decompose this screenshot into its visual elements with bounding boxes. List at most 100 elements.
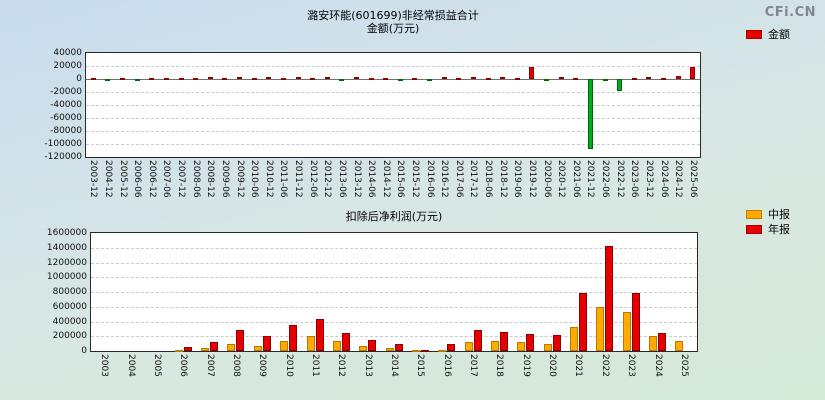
x-axis-tick-label: 2003 (99, 354, 110, 377)
x-axis-tick-label: 2016-06 (424, 160, 435, 198)
gridline (86, 131, 700, 132)
y-axis-tick-label: 1600000 (46, 228, 87, 238)
profit-bar-0 (649, 336, 657, 352)
x-axis-tick-label: 2010-06 (249, 160, 260, 198)
x-axis-tick-label: 2022-12 (614, 160, 625, 198)
profit-bar-0 (622, 311, 631, 351)
nonrecurring-gains-chart-plot: -120000 -100000 -80000 -60000 -40000 -20000 0 2… (44, 48, 701, 198)
amount-bar (617, 79, 623, 91)
y-axis-tick-label: 0 (76, 74, 82, 84)
gridline (91, 336, 697, 338)
amount-bar (368, 78, 374, 80)
amount-bar (193, 78, 199, 80)
amount-bar (661, 78, 666, 80)
amount-bar (339, 79, 345, 81)
x-axis-tick-label: 2003-12 (88, 160, 99, 198)
amount-bar (207, 77, 213, 80)
y-axis-tick-label: -120000 (44, 152, 82, 162)
amount-bar (427, 79, 432, 81)
annual-legend-label: 年报 (768, 223, 790, 236)
gridline (91, 277, 697, 279)
amount-bar (120, 78, 125, 80)
interim-legend-label: 中报 (768, 208, 790, 221)
profit-bar-1 (499, 331, 508, 351)
y-axis-tick-label: 0 (81, 346, 87, 356)
profit-bar-1 (526, 334, 535, 351)
amount-bar (280, 78, 286, 80)
x-axis-tick-label: 2015 (415, 354, 426, 377)
x-axis-tick-label: 2023-06 (629, 160, 640, 198)
amount-bar (456, 78, 462, 80)
x-axis-tick-label: 2022 (599, 354, 610, 377)
bottom-chart-title-line1: 扣除后净利润(万元) (345, 210, 443, 223)
x-axis-tick-label: 2018 (494, 354, 505, 377)
x-axis-tick-label: 2013-12 (351, 160, 362, 198)
amount-bar (631, 78, 637, 80)
x-axis-tick-label: 2021-12 (585, 160, 596, 198)
x-axis-tick-label: 2012-06 (307, 160, 318, 198)
profit-bar-0 (490, 341, 499, 351)
amount-bar (354, 77, 359, 80)
annual-legend-swatch (746, 224, 762, 234)
x-axis-tick-label: 2017-06 (453, 160, 464, 198)
profit-bar-0 (227, 344, 236, 351)
profit-bar-1 (315, 319, 324, 351)
x-axis-tick-label: 2017-12 (468, 160, 479, 198)
y-axis-tick-label: 400000 (52, 316, 87, 327)
amount-bar (675, 76, 681, 79)
cfi-logo: CFi.CN (764, 5, 816, 20)
profit-bar-0 (332, 340, 341, 351)
y-axis-tick-label: 1200000 (46, 257, 87, 268)
y-axis-tick-label: 1000000 (46, 272, 87, 283)
y-axis-tick-label: 600000 (52, 301, 87, 312)
net-profit-chart-plot: 0 200000 400000 600000 800000 1000000 1200000 1… (47, 228, 698, 377)
x-axis-tick-label: 2013-06 (336, 160, 347, 198)
profit-bar-1 (289, 325, 298, 351)
profit-bar-1 (394, 343, 403, 351)
annual-legend-row: 年报 (746, 221, 790, 237)
amount-bar (646, 76, 652, 79)
profit-bar-1 (447, 343, 456, 351)
profit-bar-0 (359, 345, 368, 351)
x-axis-tick-label: 2020-12 (556, 160, 567, 198)
x-axis-tick-label: 2010-12 (263, 160, 274, 198)
x-axis-tick-label: 2024-12 (673, 160, 684, 198)
gridline (91, 262, 697, 264)
profit-bar-0 (253, 345, 262, 351)
x-axis-tick-label: 2015-06 (395, 160, 406, 198)
x-axis-tick-label: 2007 (204, 354, 215, 377)
y-axis-tick-label: 40000 (53, 48, 82, 58)
amount-bar (383, 77, 389, 80)
x-axis-tick-label: 2007-06 (161, 160, 172, 198)
x-axis-tick-label: 2016 (441, 354, 452, 377)
profit-bar-0 (517, 342, 526, 351)
profit-bar-0 (280, 341, 289, 351)
x-axis-tick-label: 2019 (520, 354, 531, 377)
x-axis-tick-label: 2009-06 (219, 160, 230, 198)
profit-bar-1 (210, 342, 219, 351)
amount-bar (163, 78, 169, 80)
x-axis-tick-label: 2010 (283, 354, 294, 377)
x-axis-tick-label: 2021-06 (570, 160, 581, 198)
amount-legend-label: 金额 (768, 28, 790, 41)
x-axis-tick-label: 2004-12 (102, 160, 113, 198)
interim-legend-row: 中报 (746, 206, 790, 222)
profit-bar-1 (605, 245, 614, 351)
top-chart-title: 潞安环能(601699)非经常损益合计 金额(万元) (85, 9, 701, 35)
x-axis-tick-label: 2008-12 (205, 160, 216, 198)
amount-bar (178, 77, 184, 80)
y-axis-tick-label: -20000 (50, 87, 82, 97)
top-chart-title-line2: 金额(万元) (366, 22, 420, 35)
x-axis-tick-label: 2004 (125, 354, 136, 377)
x-axis-tick-label: 2008 (230, 354, 241, 377)
y-axis-tick-label: -60000 (50, 113, 82, 123)
amount-bar (134, 79, 140, 81)
top-chart-legend: 金额 (746, 26, 790, 42)
gridline (91, 306, 697, 308)
x-axis-tick-label: 2018-12 (497, 160, 508, 198)
profit-bar-1 (578, 292, 587, 351)
y-axis-tick-label: 20000 (53, 61, 82, 71)
x-axis-tick-label: 2015-12 (409, 160, 420, 198)
amount-bar (412, 78, 418, 80)
y-axis-tick-label: 200000 (52, 331, 87, 342)
